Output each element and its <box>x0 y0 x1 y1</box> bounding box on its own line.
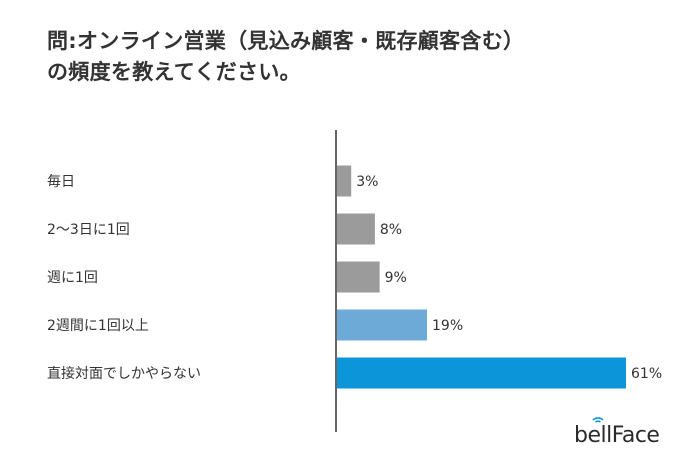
value-label: 19% <box>432 318 463 334</box>
category-label: 2〜3日に1回 <box>47 222 130 238</box>
value-label: 3% <box>356 174 378 190</box>
bar <box>337 357 626 389</box>
category-label: 毎日 <box>47 174 75 190</box>
bar <box>337 261 380 293</box>
category-label: 2週間に1回以上 <box>47 318 149 334</box>
bar <box>337 213 375 245</box>
bar <box>337 165 352 197</box>
value-label: 61% <box>631 366 662 382</box>
bellface-logo: bellFace <box>574 417 660 448</box>
chart-title: 問:オンライン営業（見込み顧客・既存顧客含む） の頻度を教えてください。 <box>47 29 525 84</box>
value-label: 9% <box>385 270 407 286</box>
category-label: 直接対面でしかやらない <box>47 365 201 382</box>
bars-group: 毎日 3% 2〜3日に1回 8% 週に1回 9% 2週間に1回以上 19% 直接対面でしかやらな… <box>47 165 662 389</box>
wifi-signal-icon <box>592 417 604 423</box>
logo-text: bellFace <box>574 423 660 448</box>
category-label: 週に1回 <box>47 270 98 286</box>
bar <box>337 309 428 341</box>
value-label: 8% <box>380 222 402 238</box>
